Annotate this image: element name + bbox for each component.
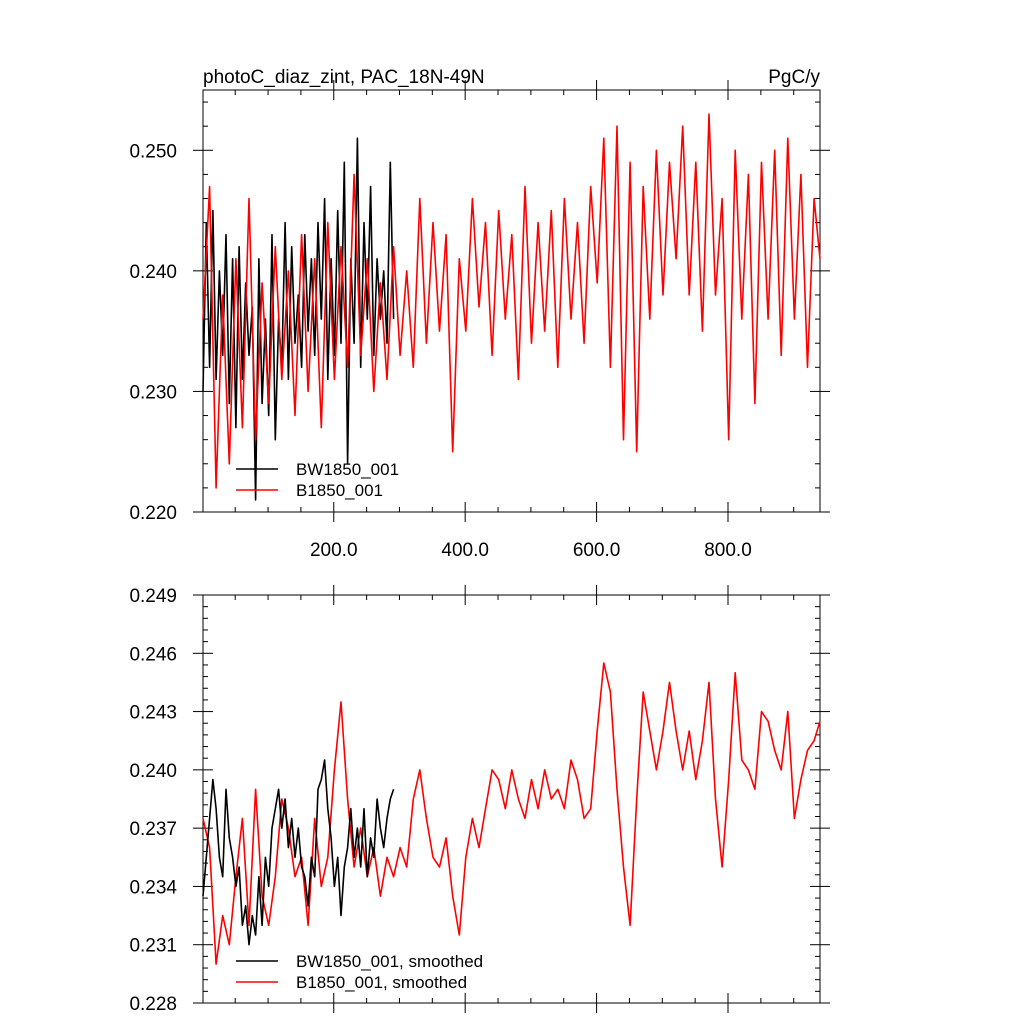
bottom-plot-frame [202,594,821,1004]
bottom-y-tick-label: 0.240 [129,761,177,782]
bottom-y-tick-label: 0.237 [129,819,177,840]
bottom-panel-series [202,662,821,965]
bottom-y-tick-label: 0.228 [129,994,177,1015]
bottom-panel-axes: 0.228 0.231 0.234 0.237 0.240 0.243 0.246 0.249 [129,585,830,1015]
top-x-tick-label: 800.0 [704,540,752,561]
top-panel-legend: BW1850_001 B1850_001 [236,460,399,500]
top-x-tick-label: 200.0 [310,540,358,561]
bottom-y-tick-label: 0.243 [129,703,177,724]
top-x-tick-label: 600.0 [573,540,621,561]
top-legend-label: B1850_001 [296,481,383,500]
bottom-panel-legend: BW1850_001, smoothed B1850_001, smoothed [236,952,483,992]
bottom-series-line-bw1850 [202,759,395,946]
bottom-panel: 0.228 0.231 0.234 0.237 0.240 0.243 0.246 0.249… [129,585,830,1015]
top-x-tick-label: 400.0 [441,540,489,561]
top-panel-units: PgC/y [768,67,820,88]
bottom-y-tick-label: 0.249 [129,586,177,607]
top-panel-axes: 200.0 400.0 600.0 800.0 0.220 0.230 0.240 0.250 [129,80,830,561]
top-y-tick-label: 0.230 [129,382,177,403]
bottom-y-tick-label: 0.234 [129,877,177,898]
top-y-tick-label: 0.240 [129,262,177,283]
top-y-tick-label: 0.250 [129,141,177,162]
top-panel-series [202,113,821,501]
top-panel-title: photoC_diaz_zint, PAC_18N-49N [203,67,485,88]
top-series-line-bw1850 [202,137,395,501]
top-y-tick-label: 0.220 [129,503,177,524]
bottom-legend-label: BW1850_001, smoothed [296,952,483,971]
bottom-y-tick-label: 0.246 [129,644,177,665]
top-panel: photoC_diaz_zint, PAC_18N-49N PgC/y 200.… [129,67,830,561]
bottom-series-line-b1850 [202,662,821,965]
bottom-y-tick-label: 0.231 [129,936,177,957]
bottom-legend-label: B1850_001, smoothed [296,973,467,992]
top-plot-frame [202,89,821,513]
top-series-line-b1850 [202,113,821,489]
top-legend-label: BW1850_001 [296,460,399,479]
